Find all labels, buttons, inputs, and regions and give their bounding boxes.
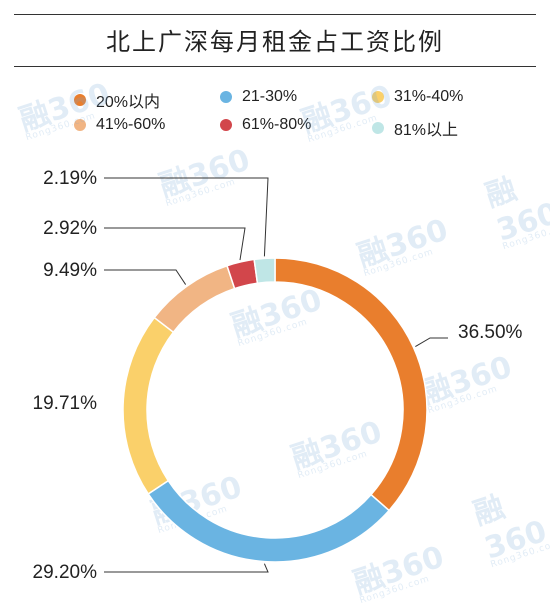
leader-line-1 bbox=[415, 337, 448, 348]
legend-item-6: 81%以上 bbox=[372, 116, 458, 140]
legend-swatch-6 bbox=[372, 122, 384, 134]
legend-swatch-4 bbox=[74, 119, 86, 131]
legend-item-5: 61%-80% bbox=[220, 116, 311, 134]
title-rule-top bbox=[14, 14, 536, 15]
slice-value-label-3: 19.71% bbox=[33, 393, 98, 414]
slice-value-label-6: 2.19% bbox=[43, 168, 97, 189]
slice-value-label-1: 36.50% bbox=[458, 322, 523, 343]
donut-slice-4 bbox=[153, 264, 236, 334]
legend-label-6: 81%以上 bbox=[394, 122, 459, 139]
leader-line-4 bbox=[104, 269, 187, 285]
leader-line-5 bbox=[104, 227, 246, 261]
legend-item-4: 41%-60% bbox=[74, 116, 165, 134]
donut-slice-1 bbox=[274, 257, 428, 512]
legend-label-2: 21-30% bbox=[242, 88, 298, 105]
legend-label-4: 41%-60% bbox=[96, 116, 166, 133]
legend-label-5: 61%-80% bbox=[242, 116, 312, 133]
chart-title: 北上广深每月租金占工资比例 bbox=[106, 28, 444, 56]
title-rule-bottom bbox=[14, 66, 536, 67]
legend-swatch-5 bbox=[220, 119, 232, 131]
legend-swatch-3 bbox=[372, 91, 384, 103]
leader-line-6 bbox=[104, 177, 269, 257]
legend-swatch-1 bbox=[74, 94, 86, 106]
leader-line-2 bbox=[104, 563, 269, 573]
legend-label-3: 31%-40% bbox=[394, 88, 464, 105]
legend-item-3: 31%-40% bbox=[372, 88, 463, 106]
slice-value-label-2: 29.20% bbox=[33, 562, 98, 583]
legend-swatch-2 bbox=[220, 91, 232, 103]
legend-label-1: 20%以内 bbox=[96, 94, 161, 111]
donut-slice-3 bbox=[122, 316, 175, 495]
slice-value-label-4: 9.49% bbox=[43, 260, 97, 281]
donut-slice-2 bbox=[147, 479, 391, 563]
legend-item-1: 20%以内 bbox=[74, 88, 160, 112]
legend-item-2: 21-30% bbox=[220, 88, 297, 106]
donut-slice-6 bbox=[253, 257, 276, 285]
slice-value-label-5: 2.92% bbox=[43, 218, 97, 239]
